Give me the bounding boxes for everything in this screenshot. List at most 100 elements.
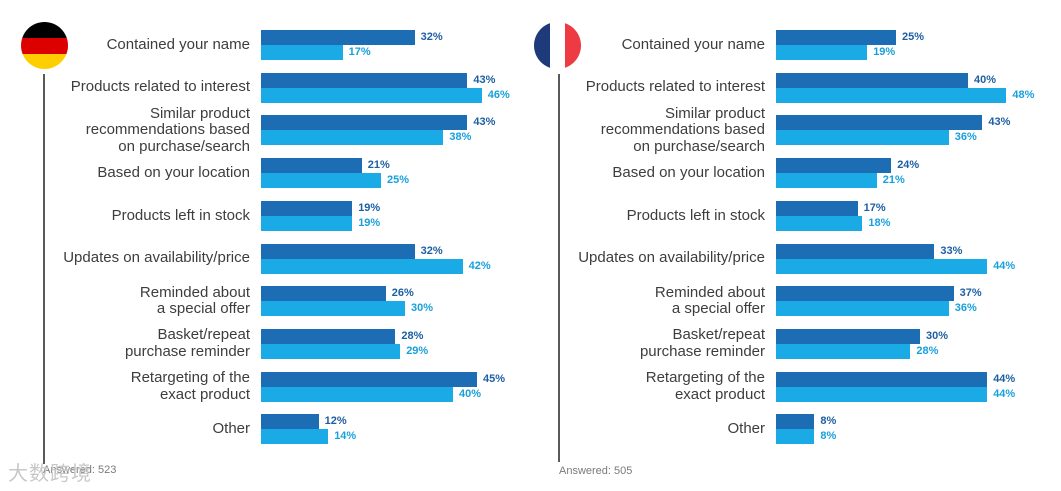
germany-value-label-series1: 21% [367, 159, 390, 172]
germany-category-label: Reminded about a special offer [139, 283, 250, 318]
france-bar-series1 [776, 200, 858, 216]
france-bar-series1 [776, 414, 815, 430]
germany-bar-series1 [261, 328, 396, 344]
germany-category-label: Contained your name [106, 35, 250, 53]
france-category-label: Updates on availability/price [578, 249, 765, 267]
germany-bar-series1 [261, 243, 415, 259]
germany-bar-series2 [261, 45, 343, 60]
france-bar-series2 [776, 258, 988, 274]
germany-category-label: Updates on availability/price [63, 249, 250, 267]
france-value-label-series1: 17% [863, 201, 886, 214]
france-bar-series2 [776, 386, 988, 402]
france-bar-series1 [776, 328, 920, 344]
france-category-label: Contained your name [621, 35, 765, 53]
france-bar-series2 [776, 215, 863, 231]
germany-bar-series2 [261, 386, 453, 402]
france-bar-series1 [776, 115, 983, 131]
france-chart-panel: Contained your name 25% 19% Products relate… [516, 0, 1061, 491]
france-value-label-series2: 28% [916, 344, 939, 357]
germany-bar-series1 [261, 414, 319, 430]
germany-bar-series1 [261, 158, 362, 174]
germany-value-label-series2: 42% [468, 259, 491, 272]
germany-value-label-series1: 43% [473, 116, 496, 129]
germany-bar-series1 [261, 200, 353, 216]
france-bar-series1 [776, 30, 896, 45]
france-value-label-series2: 19% [873, 46, 896, 58]
france-bar-series2 [776, 301, 949, 317]
france-category-label: Similar product recommendations based on… [600, 104, 765, 155]
france-value-label-series1: 44% [993, 372, 1016, 385]
germany-bar-series2 [261, 429, 329, 445]
germany-bar-series1 [261, 30, 415, 45]
germany-category-label: Retargeting of the exact product [130, 369, 250, 403]
germany-bar-series1 [261, 115, 468, 131]
france-value-label-series2: 44% [993, 259, 1016, 272]
germany-answered-count: Answered: 523 [43, 464, 117, 476]
france-value-label-series1: 30% [926, 329, 949, 342]
germany-category-label: Basket/repeat purchase reminder [124, 326, 250, 360]
germany-bar-series2 [261, 258, 463, 274]
france-bar-series2 [776, 45, 868, 60]
france-value-label-series2: 21% [882, 174, 905, 187]
france-category-label: Other [727, 420, 765, 438]
germany-bar-series1 [261, 72, 468, 88]
france-bar-series1 [776, 371, 988, 387]
germany-value-label-series1: 32% [420, 244, 443, 257]
germany-value-label-series1: 32% [420, 31, 443, 43]
france-value-label-series2: 36% [954, 302, 977, 315]
germany-category-label: Products left in stock [111, 206, 250, 224]
germany-category-label: Based on your location [97, 163, 250, 181]
germany-bar-series2 [261, 343, 401, 359]
france-bar-series1 [776, 72, 968, 88]
france-divider-line [558, 74, 560, 462]
germany-value-label-series1: 12% [324, 415, 347, 428]
germany-bar-series1 [261, 286, 386, 302]
france-category-label: Products related to interest [585, 78, 765, 96]
germany-divider-line [43, 74, 45, 464]
france-value-label-series2: 8% [820, 430, 837, 443]
germany-bar-series2 [261, 173, 381, 189]
france-value-label-series1: 40% [974, 73, 997, 86]
france-bar-series2 [776, 343, 911, 359]
germany-category-label: Similar product recommendations based on… [85, 104, 250, 155]
germany-value-label-series1: 26% [391, 287, 414, 300]
france-value-label-series2: 48% [1012, 88, 1035, 101]
germany-value-label-series2: 38% [449, 131, 472, 144]
france-flag-icon [534, 22, 581, 69]
germany-bar-series2 [261, 301, 405, 317]
germany-value-label-series2: 46% [487, 88, 510, 101]
france-bar-series2 [776, 130, 949, 146]
germany-bar-series2 [261, 215, 353, 231]
germany-flag-icon [21, 22, 68, 69]
germany-value-label-series2: 14% [334, 430, 357, 443]
france-value-label-series1: 24% [897, 159, 920, 172]
germany-value-label-series2: 19% [358, 216, 381, 229]
germany-value-label-series1: 28% [401, 329, 424, 342]
germany-value-label-series1: 19% [358, 201, 381, 214]
france-value-label-series1: 43% [988, 116, 1011, 129]
germany-value-label-series2: 25% [387, 174, 410, 187]
germany-chart-panel: Contained your name 32% 17% Products relate… [0, 0, 520, 491]
germany-category-label: Other [212, 420, 250, 438]
watermark: 大数跨境 [8, 463, 92, 485]
france-bar-series1 [776, 158, 892, 174]
france-category-label: Reminded about a special offer [654, 283, 765, 318]
france-bar-series1 [776, 243, 935, 259]
germany-bar-series1 [261, 371, 477, 387]
germany-value-label-series2: 40% [459, 387, 482, 400]
france-bar-series2 [776, 87, 1007, 103]
germany-bar-series2 [261, 87, 482, 103]
germany-bar-series2 [261, 130, 444, 146]
germany-value-label-series2: 17% [348, 46, 371, 58]
france-value-label-series1: 8% [820, 415, 837, 428]
france-bar-series1 [776, 286, 954, 302]
france-category-label: Basket/repeat purchase reminder [639, 326, 765, 360]
france-value-label-series1: 25% [902, 31, 925, 43]
france-value-label-series1: 37% [959, 287, 982, 300]
france-value-label-series2: 44% [993, 387, 1016, 400]
germany-value-label-series2: 29% [406, 344, 429, 357]
france-answered-count: Answered: 505 [559, 465, 633, 477]
france-bar-series2 [776, 429, 815, 445]
france-category-label: Retargeting of the exact product [645, 369, 765, 403]
germany-value-label-series2: 30% [411, 302, 434, 315]
